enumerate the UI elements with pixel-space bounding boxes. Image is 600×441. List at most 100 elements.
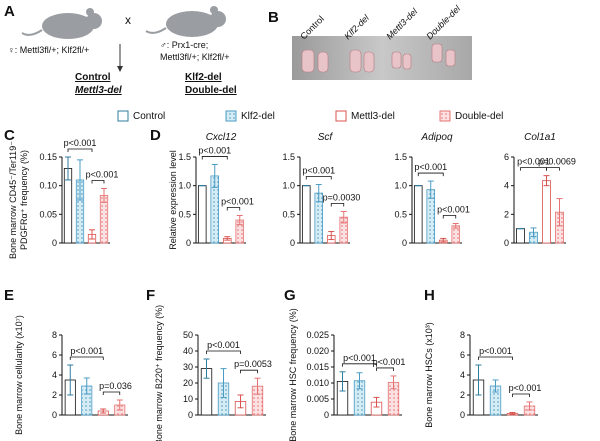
error-bar — [254, 377, 261, 395]
y-tick-label: 2 — [460, 390, 465, 400]
offspring: Control — [75, 72, 111, 83]
error-bar — [101, 188, 107, 203]
offspring: Double-del — [185, 85, 237, 96]
male-genotype: Mettl3fl/+; Klf2fl/+ — [160, 52, 230, 62]
bar — [516, 228, 525, 244]
error-bar — [475, 364, 482, 396]
y-axis-label: Bone marrow cellularity (x10⁷) — [14, 315, 24, 435]
significance-bracket — [512, 393, 530, 397]
legend-swatch — [439, 110, 451, 122]
error-bar — [100, 408, 107, 414]
bar-chart: 0 0.5 1.0 1.5 Cxcl12 D Relative expression lev… — [150, 127, 254, 250]
p-value: p<0.001 — [343, 353, 376, 363]
bar — [413, 185, 423, 244]
y-tick-label: 0 — [402, 238, 407, 248]
error-bar — [77, 159, 83, 201]
error-bar — [237, 394, 244, 409]
mouse-icon — [21, 6, 226, 39]
cross-sign: x — [125, 13, 131, 27]
p-value: p<0.001 — [70, 346, 103, 356]
y-tick-label: 1.0 — [394, 181, 407, 191]
y-tick-label: 0.15 — [39, 152, 57, 162]
legend-label: Klf2-del — [241, 111, 275, 122]
y-tick-label: 50 — [183, 330, 193, 340]
error-bar — [83, 377, 90, 395]
female-genotype: ♀: Mettl3fl/+; Klf2fl/+ — [8, 45, 89, 55]
y-tick-label: 0.015 — [306, 362, 329, 372]
y-tick-label: 0.5 — [282, 209, 295, 219]
p-value: p=0.0069 — [538, 157, 576, 167]
significance-bracket — [102, 391, 121, 395]
y-tick-label: 0 — [504, 238, 509, 248]
error-bar — [211, 163, 218, 188]
y-axis-label: PDGFRα⁺ frequency (%) — [19, 150, 29, 250]
significance-bracket — [240, 369, 258, 374]
chart-title: Cxcl12 — [206, 132, 237, 143]
y-axis-label: Bone marrow HSC frequency (%) — [288, 308, 298, 441]
significance-bracket — [417, 172, 444, 177]
y-tick-label: 0 — [460, 410, 465, 420]
y-tick-label: 2 — [504, 209, 509, 219]
panel-letter: G — [284, 287, 296, 304]
y-tick-label: 1.5 — [178, 152, 191, 162]
error-bar — [390, 375, 397, 390]
error-bar — [203, 358, 210, 379]
y-tick-label: 0.010 — [306, 378, 329, 388]
y-tick-label: 30 — [183, 362, 193, 372]
error-bar — [543, 175, 550, 187]
significance-bracket — [330, 203, 345, 207]
significance-bracket — [546, 167, 560, 171]
chart-title: Adipoq — [420, 132, 453, 143]
error-bar — [315, 184, 322, 203]
error-bar — [116, 399, 123, 411]
y-tick-label: 0 — [290, 238, 295, 248]
bar — [301, 185, 311, 244]
panel-letter: H — [424, 287, 435, 304]
bar-chart: 0 0.005 0.010 0.015 0.020 0.025 G Bone marrow H… — [284, 287, 405, 441]
bones — [301, 43, 456, 73]
panel-letter: F — [146, 287, 155, 304]
y-tick-label: 0.5 — [394, 209, 407, 219]
y-tick-label: 0.025 — [306, 330, 329, 340]
offspring: Klf2-del — [185, 72, 222, 83]
error-bar — [236, 214, 243, 226]
y-tick-label: 6 — [504, 152, 509, 162]
y-tick-label: 4 — [460, 370, 465, 380]
bar — [542, 180, 551, 244]
sample-label: Double-del — [424, 3, 463, 42]
y-tick-label: 10 — [183, 394, 193, 404]
significance-bracket — [91, 180, 105, 184]
chart-title: Scf — [318, 132, 334, 143]
bar-chart: 0 2 4 6 8 H Bone marrow HSCs (x10³) p<0.001 p<0.… — [424, 287, 541, 428]
significance-bracket — [478, 356, 513, 360]
error-bar — [220, 368, 227, 398]
y-tick-label: 0.5 — [178, 209, 191, 219]
p-value: p<0.001 — [221, 196, 254, 206]
male-genotype: ♂: Prx1-cre; — [160, 40, 208, 50]
y-tick-label: 0.10 — [39, 181, 57, 191]
legend-label: Mettl3-del — [351, 111, 395, 122]
legend-swatch — [225, 110, 237, 122]
arrow-head — [117, 66, 123, 72]
p-value: p<0.001 — [414, 162, 447, 172]
p-value: p<0.001 — [207, 340, 240, 350]
significance-bracket — [305, 176, 332, 180]
y-axis-label: Bone marrow HSCs (x10³) — [424, 322, 434, 428]
panel-letter: B — [268, 9, 279, 26]
error-bar — [556, 198, 563, 227]
y-tick-label: 0 — [188, 410, 193, 420]
panel-letter: A — [4, 3, 15, 20]
y-tick-label: 0.05 — [39, 209, 57, 219]
y-tick-label: 0 — [186, 238, 191, 248]
y-tick-label: 0 — [52, 410, 57, 420]
bar-chart: 0 0.5 1.0 1.5 Scf p<0.001 p=0.0030 — [282, 132, 360, 248]
y-tick-label: 4 — [52, 370, 57, 380]
p-value: p<0.001 — [198, 145, 231, 155]
y-tick-label: 0 — [324, 410, 329, 420]
y-axis-label: Bone marrow B220⁺ frequency (%) — [154, 305, 164, 441]
y-tick-label: 8 — [460, 330, 465, 340]
significance-bracket — [520, 167, 547, 171]
